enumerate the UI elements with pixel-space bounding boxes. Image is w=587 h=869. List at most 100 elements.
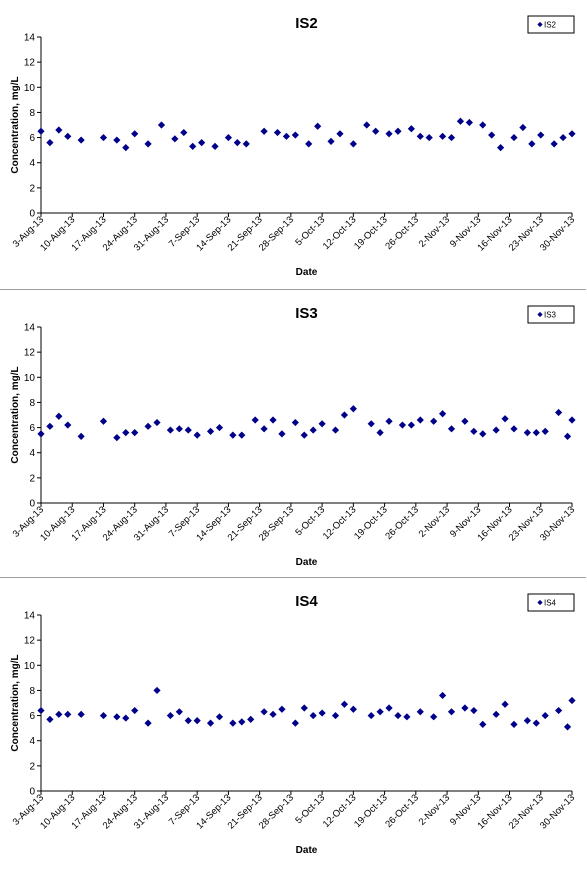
data-point	[349, 705, 357, 713]
data-point	[523, 717, 531, 725]
data-point	[211, 142, 219, 150]
data-point	[340, 411, 349, 419]
data-point	[376, 429, 384, 437]
series-is4	[37, 686, 576, 731]
legend-box	[527, 15, 575, 34]
data-point	[260, 708, 268, 716]
data-point	[242, 140, 250, 148]
data-point	[46, 715, 54, 723]
data-point	[385, 130, 393, 138]
data-point	[291, 131, 299, 139]
data-point	[327, 137, 335, 145]
data-point	[77, 136, 85, 144]
data-point	[376, 708, 384, 716]
chart-is3: IS3024681012143-Aug-1310-Aug-1317-Aug-13…	[10, 305, 577, 568]
data-point	[206, 427, 215, 435]
chart-panel-is2: IS2 0 2 4 6 8 10 12 14 3-Aug-13 10-Aug-13 17-Aug-13…	[0, 0, 587, 289]
data-point	[488, 131, 496, 139]
data-point	[122, 429, 130, 437]
data-point	[523, 429, 531, 437]
data-point	[425, 133, 433, 142]
data-point	[282, 132, 291, 140]
data-point	[55, 412, 63, 420]
y-tick-label: 2	[29, 183, 35, 194]
data-point	[430, 713, 438, 721]
data-point	[273, 128, 282, 137]
y-tick-label: 8	[29, 398, 35, 409]
y-tick-label: 8	[29, 108, 35, 119]
data-point	[416, 708, 424, 716]
panel-divider	[0, 577, 586, 578]
x-tick-label: 26-Oct-13	[383, 214, 421, 252]
data-point	[37, 706, 45, 715]
y-tick-label: 0	[29, 209, 35, 220]
y-tick-label: 6	[29, 133, 35, 144]
data-point	[385, 417, 393, 425]
data-point	[260, 425, 268, 433]
data-point	[568, 416, 576, 424]
legend-marker	[537, 21, 543, 28]
x-tick-label: 26-Oct-13	[383, 792, 421, 830]
data-point	[497, 144, 505, 152]
data-point	[171, 135, 179, 143]
data-point	[430, 417, 438, 425]
data-point	[77, 432, 85, 440]
data-point	[438, 410, 447, 418]
data-point	[447, 425, 456, 433]
data-point	[510, 133, 518, 142]
y-axis-label: Concentration, mg/L	[10, 654, 21, 751]
data-point	[416, 416, 424, 424]
data-point	[470, 706, 478, 715]
data-point	[113, 136, 121, 144]
data-point	[385, 704, 393, 712]
data-point	[372, 127, 380, 135]
chart-title: IS3	[295, 305, 318, 322]
data-point	[568, 696, 576, 705]
series-is3	[37, 405, 576, 442]
data-point	[175, 425, 183, 433]
data-point	[318, 420, 326, 428]
data-point	[238, 431, 246, 439]
y-axis-label: Concentration, mg/L	[10, 76, 21, 173]
data-point	[37, 127, 45, 135]
legend-label: IS2	[544, 21, 557, 30]
chart-title: IS2	[295, 15, 318, 32]
data-point	[46, 422, 54, 430]
data-point	[122, 144, 130, 152]
data-point	[64, 421, 72, 429]
data-point	[144, 140, 152, 148]
y-tick-label: 12	[24, 636, 36, 647]
data-point	[479, 720, 487, 728]
data-point	[438, 691, 447, 700]
data-point	[278, 705, 286, 713]
data-point	[37, 430, 45, 438]
data-point	[470, 427, 478, 435]
y-tick-label: 4	[29, 448, 35, 459]
legend-label: IS4	[544, 599, 557, 608]
data-point	[568, 130, 576, 138]
data-point	[251, 416, 259, 424]
data-point	[131, 706, 139, 715]
data-point	[555, 408, 563, 417]
data-point	[532, 429, 540, 437]
data-point	[233, 139, 241, 147]
x-axis-label: Date	[296, 845, 318, 856]
data-point	[131, 130, 139, 138]
y-tick-label: 14	[24, 33, 36, 44]
data-point	[367, 420, 375, 428]
y-tick-label: 2	[29, 761, 35, 772]
data-point	[166, 711, 175, 720]
data-point	[519, 123, 527, 132]
y-tick-label: 6	[29, 711, 35, 722]
data-point	[206, 719, 215, 727]
chart-panel-is3: IS3 0 2 4 6 8 10 12 14 3-Aug-13 10-Aug-13 17-Aug-13…	[0, 290, 587, 577]
data-point	[479, 430, 487, 438]
data-point	[180, 128, 188, 137]
data-point	[278, 430, 286, 438]
y-tick-label: 10	[24, 83, 36, 94]
y-axis-label: Concentration, mg/L	[10, 366, 21, 463]
x-tick-label: 2-Nov-13	[417, 214, 452, 249]
data-point	[291, 719, 299, 727]
data-point	[492, 426, 500, 434]
data-point	[269, 710, 277, 718]
